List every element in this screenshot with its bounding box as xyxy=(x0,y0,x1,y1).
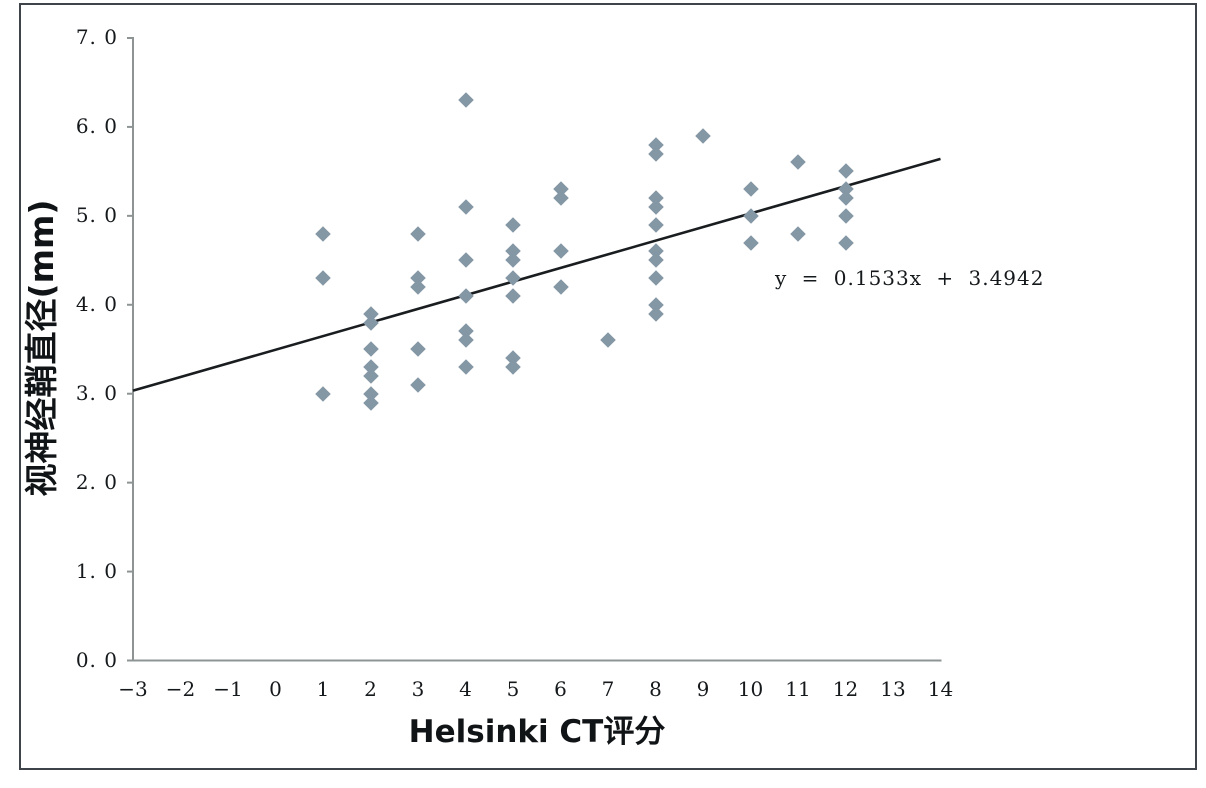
y-tick-label: 1. 0 xyxy=(75,558,118,583)
x-tick-label: 4 xyxy=(459,676,472,701)
y-tick-label: 4. 0 xyxy=(75,291,118,316)
x-tick-label: 7 xyxy=(601,676,615,701)
x-tick-label: 8 xyxy=(649,676,662,701)
x-tick-label: 11 xyxy=(785,676,811,701)
x-tick-label: 3 xyxy=(411,676,425,701)
x-tick-label: −1 xyxy=(213,676,243,701)
x-tick-label: 2 xyxy=(364,676,377,701)
y-tick-label: 3. 0 xyxy=(75,380,118,405)
x-tick-label: −3 xyxy=(118,676,148,701)
trend-line xyxy=(132,157,941,392)
y-tick-label: 7. 0 xyxy=(75,24,118,49)
x-tick-label: 10 xyxy=(737,676,764,701)
x-tick-label: 1 xyxy=(316,676,330,701)
x-tick-label: 12 xyxy=(832,676,859,701)
y-tick-label: 6. 0 xyxy=(75,113,118,138)
x-tick-label: −2 xyxy=(165,676,196,701)
y-tick-label: 5. 0 xyxy=(75,202,118,227)
x-tick-label: 6 xyxy=(554,676,567,701)
x-tick-label: 5 xyxy=(506,676,520,701)
y-tick-marks xyxy=(127,36,133,662)
x-tick-label: 13 xyxy=(880,676,906,701)
y-tick-label: 2. 0 xyxy=(75,469,118,494)
x-tick-label: 9 xyxy=(696,676,710,701)
x-tick-label: 14 xyxy=(927,676,954,701)
y-tick-label: 0. 0 xyxy=(75,647,118,672)
trendline-equation-label: y = 0.1533x + 3.4942 xyxy=(775,266,1045,290)
x-axis-title: Helsinki CT评分 xyxy=(408,714,666,750)
x-tick-label: 0 xyxy=(269,676,282,701)
